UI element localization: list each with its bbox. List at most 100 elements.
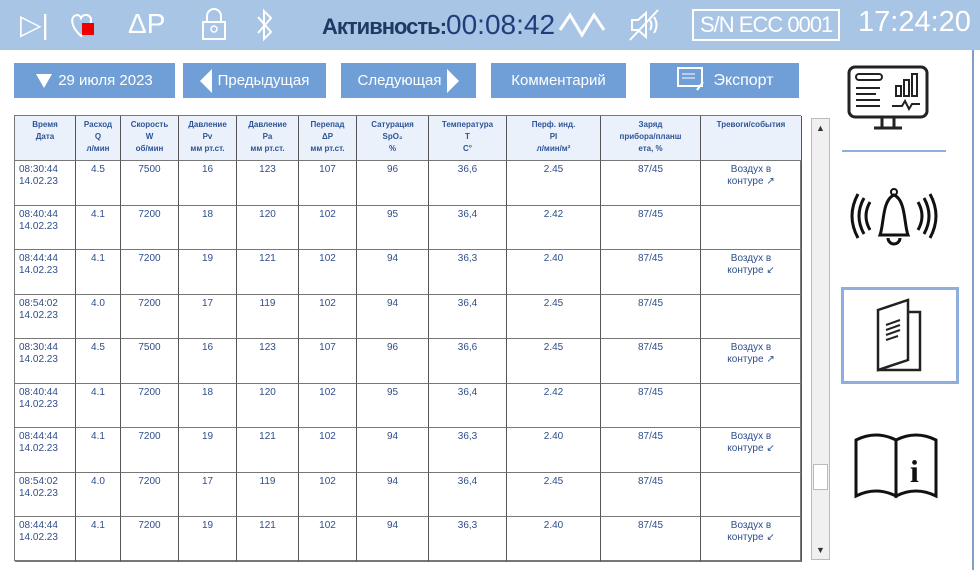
delta-p-icon[interactable]: ΔP (128, 8, 166, 39)
alarm-event-cell[interactable]: Воздух в контуре ↙ (701, 428, 802, 473)
table-cell: 36,4 (429, 383, 507, 428)
table-cell: 121 (237, 428, 299, 473)
comment-button[interactable]: Комментарий (491, 63, 626, 100)
table-cell: 18 (179, 383, 237, 428)
column-header: Скорость W об/мин (121, 116, 179, 161)
sound-muted-icon[interactable] (628, 8, 664, 47)
date-picker-button[interactable]: 29 июля 2023 (14, 63, 175, 100)
table-cell: 19 (179, 517, 237, 562)
play-skip-icon[interactable]: ▷| (20, 9, 49, 40)
table-cell: 08:40:44 14.02.23 (15, 383, 76, 428)
table-cell: 2.45 (507, 472, 601, 517)
table-cell: 94 (357, 517, 429, 562)
table-cell: 123 (237, 161, 299, 206)
table-cell: 4.0 (76, 294, 121, 339)
table-cell: 87/45 (601, 339, 701, 384)
table-cell: 2.42 (507, 383, 601, 428)
table-cell: 2.40 (507, 428, 601, 473)
column-header: Перф. инд. PI л/мин/м² (507, 116, 601, 161)
monitor-dashboard-icon[interactable] (846, 64, 932, 139)
alarm-bell-icon[interactable] (844, 180, 944, 255)
table-cell: 4.0 (76, 472, 121, 517)
table-cell: 4.5 (76, 161, 121, 206)
table-cell: 87/45 (601, 294, 701, 339)
alarm-event-cell[interactable] (701, 294, 802, 339)
alarm-event-cell[interactable]: Воздух в контуре ↙ (701, 517, 802, 562)
table-cell: 7200 (121, 383, 179, 428)
table-cell: 87/45 (601, 517, 701, 562)
alarm-event-cell[interactable] (701, 383, 802, 428)
table-cell: 16 (179, 161, 237, 206)
side-nav: i (830, 50, 974, 570)
table-scrollbar[interactable]: ▲ ▼ (811, 118, 830, 560)
table-cell: 08:44:44 14.02.23 (15, 428, 76, 473)
chevron-left-icon (199, 68, 212, 93)
scroll-thumb[interactable] (813, 464, 828, 490)
previous-button[interactable]: Предыдущая (183, 63, 326, 100)
table-cell: 4.1 (76, 205, 121, 250)
table-cell: 36,6 (429, 339, 507, 384)
table-cell: 7500 (121, 339, 179, 384)
table-cell: 7200 (121, 205, 179, 250)
table-cell: 94 (357, 250, 429, 295)
table-cell: 2.45 (507, 161, 601, 206)
table-cell: 16 (179, 339, 237, 384)
table-cell: 08:54:02 14.02.23 (15, 294, 76, 339)
bluetooth-icon[interactable] (255, 8, 275, 47)
table-cell: 7500 (121, 161, 179, 206)
next-label: Следующая (357, 72, 442, 89)
table-cell: 4.1 (76, 517, 121, 562)
table-cell: 107 (299, 161, 357, 206)
table-cell: 102 (299, 294, 357, 339)
table-cell: 08:40:44 14.02.23 (15, 205, 76, 250)
manual-info-icon[interactable]: i (852, 430, 942, 505)
table-cell: 119 (237, 472, 299, 517)
alarm-event-cell[interactable]: Воздух в контуре ↙ (701, 250, 802, 295)
heart-status-icon (68, 10, 94, 38)
table-cell: 08:54:02 14.02.23 (15, 472, 76, 517)
scroll-up-button[interactable]: ▲ (816, 123, 825, 133)
column-header: Перепад ΔP мм рт.ст. (299, 116, 357, 161)
table-cell: 08:30:44 14.02.23 (15, 339, 76, 384)
table-cell: 4.1 (76, 250, 121, 295)
divider (842, 150, 946, 152)
serial-number: S/N ECC 0001 (692, 9, 841, 41)
export-button[interactable]: Экспорт (650, 63, 799, 100)
lock-icon[interactable] (200, 6, 228, 47)
activity-time: 00:08:42 (446, 9, 556, 40)
table-cell: 102 (299, 428, 357, 473)
activity-label: Активность: (322, 14, 447, 39)
table-cell: 87/45 (601, 383, 701, 428)
table-cell: 94 (357, 428, 429, 473)
table-cell: 7200 (121, 294, 179, 339)
scroll-down-button[interactable]: ▼ (816, 545, 825, 555)
column-header: Тревоги/события (701, 116, 802, 161)
table-cell: 4.1 (76, 383, 121, 428)
table-cell: 4.1 (76, 428, 121, 473)
alarm-event-cell[interactable] (701, 472, 802, 517)
alarm-event-cell[interactable]: Воздух в контуре ↗ (701, 339, 802, 384)
table-cell: 102 (299, 517, 357, 562)
table-cell: 96 (357, 161, 429, 206)
alarm-event-cell[interactable]: Воздух в контуре ↗ (701, 161, 802, 206)
journal-button-active[interactable] (841, 287, 959, 384)
table-cell: 96 (357, 339, 429, 384)
table-cell: 2.40 (507, 517, 601, 562)
table-cell: 107 (299, 339, 357, 384)
table-cell: 2.45 (507, 339, 601, 384)
table-cell: 17 (179, 294, 237, 339)
table-cell: 120 (237, 383, 299, 428)
table-cell: 102 (299, 383, 357, 428)
column-header: Заряд прибора/планш ета, % (601, 116, 701, 161)
activity-timer: Активность:00:08:42 (322, 9, 555, 41)
waveform-icon[interactable] (558, 10, 608, 45)
document-log-icon (876, 298, 922, 372)
column-header: Сатурация SpO₂ % (357, 116, 429, 161)
table-cell: 102 (299, 250, 357, 295)
table-cell: 87/45 (601, 205, 701, 250)
alarm-event-cell[interactable] (701, 205, 802, 250)
clock: 17:24:20 (858, 6, 971, 38)
svg-text:i: i (910, 453, 919, 489)
next-button[interactable]: Следующая (341, 63, 476, 100)
table-cell: 08:44:44 14.02.23 (15, 517, 76, 562)
